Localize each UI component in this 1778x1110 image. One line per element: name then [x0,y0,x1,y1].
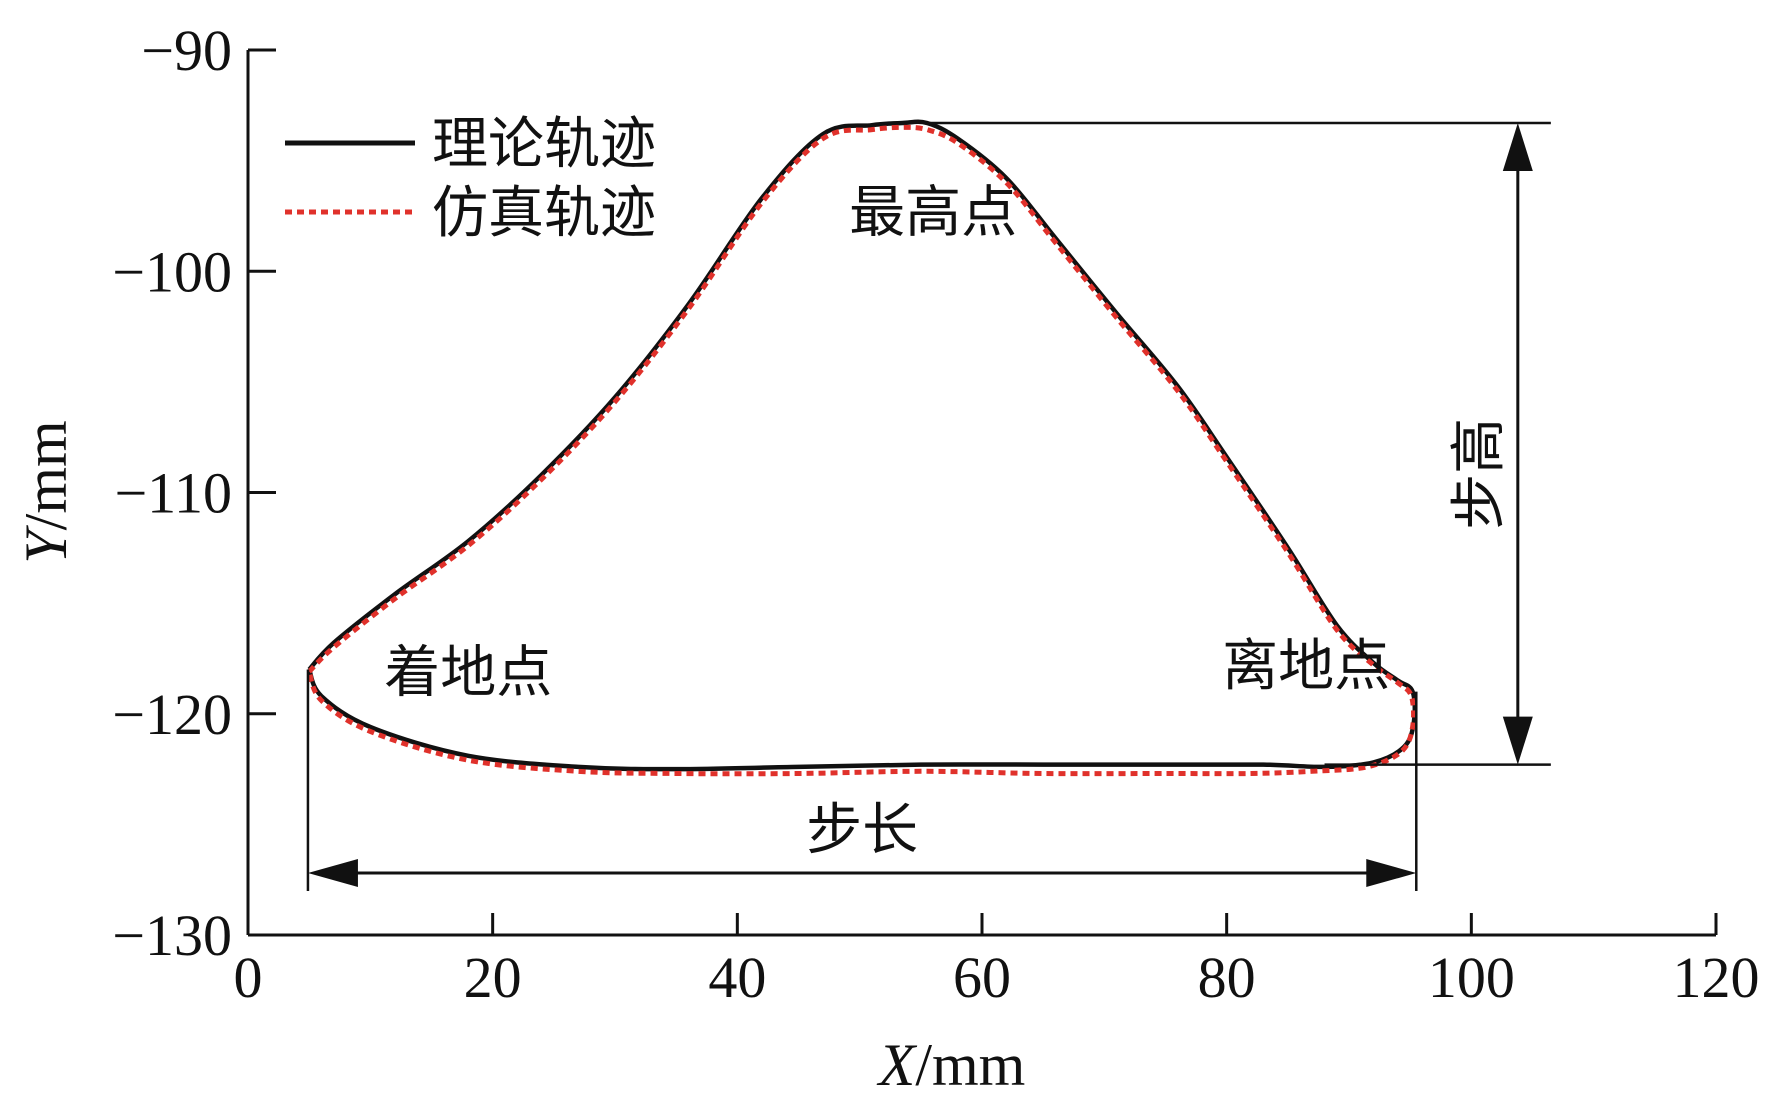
series-layer [306,119,1418,777]
annotation-landing-point: 着地点 [384,641,552,706]
legend-label-simulated: 仿真轨迹 [432,181,656,246]
annotation-step-height: 步高 [1447,418,1512,530]
x-tick-label: 100 [1428,945,1515,1010]
x-tick-label: 60 [953,945,1011,1010]
x-tick-label: 40 [708,945,766,1010]
annotation-highest-point: 最高点 [849,180,1017,245]
step-length-arrowhead-left [307,859,358,888]
axes: 0 20 40 60 80 100 120−90−100−110−120−130X/mmY/… [13,18,1760,1098]
annotation-step-length: 步长 [806,798,918,863]
y-tick-label: −110 [114,461,232,526]
legend-label-theoretical: 理论轨迹 [432,112,656,177]
step-height-arrowhead-top [1502,123,1533,172]
y-axis-label: Y/mm [13,420,79,563]
x-tick-label: 80 [1198,945,1256,1010]
y-tick-label: −90 [141,18,232,83]
y-tick-label: −100 [112,239,232,304]
step-height-arrowhead-bottom [1502,716,1533,765]
x-axis-label-unit: /mm [915,1032,1025,1098]
x-axis-label: X/mm [877,1032,1026,1098]
y-axis-label-unit: /mm [13,420,79,530]
x-axis-label-var: X [877,1032,918,1098]
x-tick-label: 0 [234,945,263,1010]
y-tick-label: −130 [112,903,232,968]
step-length-arrowhead-right [1366,859,1417,888]
y-axis-label-var: Y [13,525,79,564]
y-tick-label: −120 [112,682,232,747]
annotation-liftoff-point: 离地点 [1222,634,1390,699]
x-tick-label: 120 [1673,945,1760,1010]
series-line-simulated [306,124,1417,777]
x-tick-label: 20 [464,945,522,1010]
